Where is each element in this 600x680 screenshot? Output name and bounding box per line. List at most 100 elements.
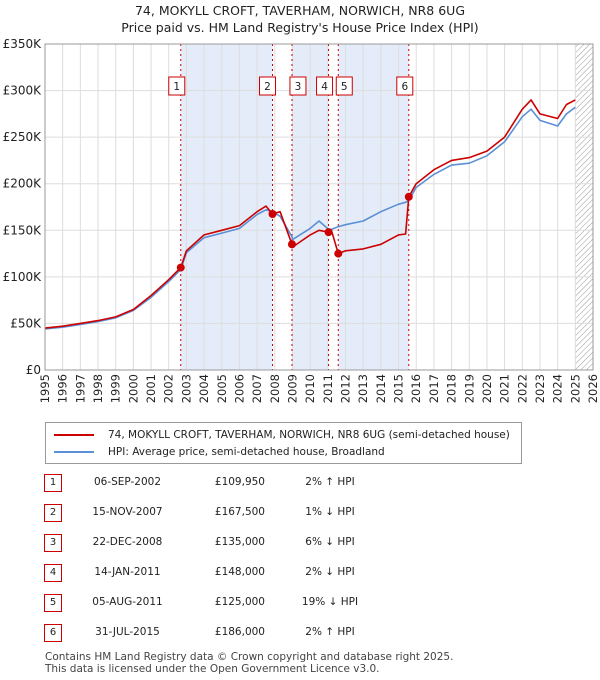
transaction-date: 15-NOV-2007: [92, 506, 163, 518]
sale-point: [176, 263, 185, 272]
transaction-date: 05-AUG-2011: [92, 596, 163, 608]
x-tick-label: 2015: [392, 374, 406, 403]
x-tick-label: 1996: [56, 374, 70, 403]
x-tick-label: 2017: [427, 374, 441, 403]
property-price-line: [44, 99, 576, 329]
footer-copyright: Contains HM Land Registry data © Crown c…: [45, 651, 454, 663]
shaded-period-1: [180, 44, 273, 370]
title-line-1: 74, MOKYLL CROFT, TAVERHAM, NORWICH, NR8…: [134, 3, 466, 18]
transaction-date: 22-DEC-2008: [92, 536, 163, 548]
x-tick-label: 2023: [533, 374, 547, 403]
sale-label-box: [168, 76, 186, 96]
transaction-price: £109,950: [214, 476, 265, 488]
y-tick-label: £0: [26, 363, 41, 377]
transaction-number: 3: [44, 534, 62, 552]
sale-point: [268, 209, 277, 218]
y-tick-label: £300K: [3, 84, 43, 98]
x-tick-label: 2024: [551, 374, 565, 403]
forecast-hatch: [575, 44, 593, 370]
transaction-number: 2: [44, 504, 62, 522]
plot-frame: [44, 43, 594, 371]
sale-point: [287, 240, 296, 249]
transaction-date: 06-SEP-2002: [93, 476, 162, 488]
x-tick-label: 2005: [215, 374, 229, 403]
y-tick-label: £250K: [3, 130, 43, 144]
hpi-line: [44, 106, 576, 330]
x-tick-label: 2000: [126, 374, 140, 403]
transaction-price: £148,000: [214, 566, 265, 578]
x-tick-label: 2010: [303, 374, 317, 403]
x-tick-label: 2008: [268, 374, 282, 403]
transaction-price: £125,000: [214, 596, 265, 608]
table-row: 4 14-JAN-2011 £148,000 2% ↓ HPI: [0, 560, 600, 582]
chart-title: 74, MOKYLL CROFT, TAVERHAM, NORWICH, NR8…: [0, 2, 600, 36]
x-tick-label: 2022: [515, 374, 529, 403]
transaction-number: 6: [44, 624, 62, 642]
x-tick-label: 2014: [374, 374, 388, 403]
x-tick-label: 2002: [162, 374, 176, 403]
footer: Contains HM Land Registry data © Crown c…: [45, 651, 453, 675]
legend-swatch-hpi: [54, 451, 94, 453]
x-tick-label: 2016: [409, 374, 423, 403]
y-tick-label: £50K: [10, 316, 42, 330]
x-tick-label: 1998: [91, 374, 105, 403]
legend-swatch-property: [54, 434, 94, 436]
sale-point: [324, 228, 333, 237]
x-tick-label: 1997: [73, 374, 87, 403]
x-tick-label: 2026: [586, 374, 600, 403]
legend-item-property: 74, MOKYLL CROFT, TAVERHAM, NORWICH, NR8…: [54, 427, 510, 443]
transaction-price: £186,000: [214, 626, 265, 638]
sale-label: 1: [173, 81, 180, 93]
chart-legend: 74, MOKYLL CROFT, TAVERHAM, NORWICH, NR8…: [45, 422, 522, 464]
transaction-number: 5: [44, 594, 62, 612]
transaction-date: 14-JAN-2011: [94, 566, 161, 578]
sale-label: 5: [341, 81, 348, 93]
legend-label-property: 74, MOKYLL CROFT, TAVERHAM, NORWICH, NR8…: [108, 429, 510, 441]
transaction-date: 31-JUL-2015: [95, 626, 160, 638]
sale-label: 3: [295, 81, 302, 93]
x-tick-label: 2004: [197, 374, 211, 403]
title-line-2: Price paid vs. HM Land Registry's House …: [121, 20, 479, 35]
transaction-hpi: 2% ↑ HPI: [305, 626, 355, 638]
legend-item-hpi: HPI: Average price, semi-detached house,…: [54, 444, 385, 460]
x-tick-label: 2021: [498, 374, 512, 403]
transaction-hpi: 2% ↑ HPI: [305, 476, 355, 488]
sale-label-box: [259, 76, 277, 96]
shaded-period-3: [338, 44, 409, 370]
y-tick-label: £100K: [3, 270, 43, 284]
table-row: 2 15-NOV-2007 £167,500 1% ↓ HPI: [0, 500, 600, 522]
footer-license: This data is licensed under the Open Gov…: [45, 663, 380, 675]
x-tick-label: 2018: [445, 374, 459, 403]
x-tick-label: 2003: [179, 374, 193, 403]
transaction-price: £167,500: [214, 506, 265, 518]
transaction-hpi: 19% ↓ HPI: [301, 596, 359, 608]
sale-label: 2: [264, 81, 271, 93]
x-tick-label: 2006: [232, 374, 246, 403]
sale-label: 6: [401, 81, 408, 93]
transaction-price: £135,000: [214, 536, 265, 548]
sale-label-box: [335, 76, 353, 96]
transaction-hpi: 1% ↓ HPI: [305, 506, 355, 518]
sale-label-box: [316, 76, 334, 96]
x-tick-label: 2019: [462, 374, 476, 403]
x-tick-label: 2012: [339, 374, 353, 403]
y-tick-label: £200K: [3, 177, 43, 191]
sale-point: [404, 192, 413, 201]
sale-label: 4: [321, 81, 328, 93]
table-row: 6 31-JUL-2015 £186,000 2% ↑ HPI: [0, 620, 600, 642]
transaction-hpi: 2% ↓ HPI: [305, 566, 355, 578]
x-tick-label: 1995: [38, 374, 52, 403]
x-tick-label: 2020: [480, 374, 494, 403]
sale-label-box: [289, 76, 307, 96]
table-row: 3 22-DEC-2008 £135,000 6% ↓ HPI: [0, 530, 600, 552]
sale-point: [334, 249, 343, 258]
y-tick-label: £350K: [3, 37, 43, 51]
x-tick-label: 2007: [250, 374, 264, 403]
transaction-hpi: 6% ↓ HPI: [305, 536, 355, 548]
table-row: 1 06-SEP-2002 £109,950 2% ↑ HPI: [0, 470, 600, 492]
x-tick-label: 2013: [356, 374, 370, 403]
transaction-number: 4: [44, 564, 62, 582]
transaction-number: 1: [44, 474, 62, 492]
x-tick-label: 2009: [285, 374, 299, 403]
x-tick-label: 2025: [568, 374, 582, 403]
